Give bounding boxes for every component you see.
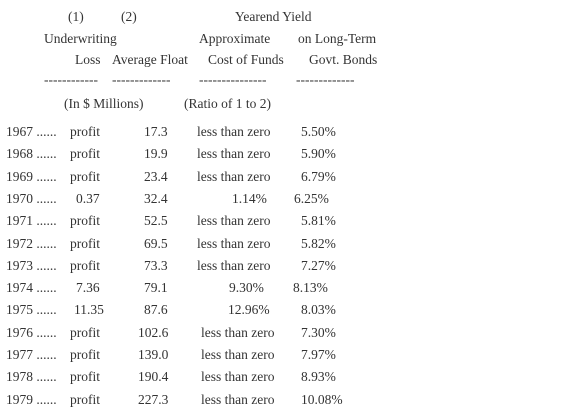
row-govt-bonds: 6.25% [294, 191, 329, 206]
row-underwriting-loss: profit [70, 236, 100, 251]
row-underwriting-loss: profit [70, 213, 100, 228]
row-cost-of-funds: less than zero [197, 124, 271, 139]
row-govt-bonds: 5.82% [301, 236, 336, 251]
col2-header-line3: Average Float [112, 52, 188, 67]
row-average-float: 79.1 [144, 280, 168, 295]
row-average-float: 227.3 [138, 392, 169, 407]
row-underwriting-loss: profit [70, 347, 100, 362]
row-average-float: 69.5 [144, 236, 168, 251]
row-govt-bonds: 7.97% [301, 347, 336, 362]
row-year: 1972 ...... [6, 236, 57, 251]
dash-col1: ------------ [44, 72, 98, 87]
row-average-float: 32.4 [144, 191, 168, 206]
row-govt-bonds: 7.30% [301, 325, 336, 340]
row-underwriting-loss: profit [70, 369, 100, 384]
row-year: 1978 ...... [6, 369, 57, 384]
dash-col4: ------------- [296, 72, 355, 87]
row-govt-bonds: 6.79% [301, 169, 336, 184]
row-govt-bonds: 7.27% [301, 258, 336, 273]
row-underwriting-loss: 11.35 [74, 302, 104, 317]
row-govt-bonds: 5.81% [301, 213, 336, 228]
row-cost-of-funds: 9.30% [229, 280, 264, 295]
row-year: 1974 ...... [6, 280, 57, 295]
col3-header-line3: Cost of Funds [208, 52, 284, 67]
row-cost-of-funds: less than zero [201, 369, 275, 384]
row-govt-bonds: 5.90% [301, 146, 336, 161]
row-underwriting-loss: profit [70, 169, 100, 184]
yield-header-line1: Yearend Yield [235, 9, 312, 24]
row-cost-of-funds: 1.14% [232, 191, 267, 206]
col2-number: (2) [121, 9, 137, 24]
row-govt-bonds: 10.08% [301, 392, 343, 407]
row-average-float: 102.6 [138, 325, 169, 340]
row-average-float: 19.9 [144, 146, 168, 161]
row-year: 1973 ...... [6, 258, 57, 273]
row-underwriting-loss: profit [70, 146, 100, 161]
row-year: 1977 ...... [6, 347, 57, 362]
row-year: 1979 ...... [6, 392, 57, 407]
row-cost-of-funds: less than zero [197, 258, 271, 273]
row-cost-of-funds: less than zero [201, 325, 275, 340]
row-govt-bonds: 8.93% [301, 369, 336, 384]
row-cost-of-funds: less than zero [197, 213, 271, 228]
col4-header-line3: Govt. Bonds [309, 52, 378, 67]
units-right: (Ratio of 1 to 2) [184, 96, 271, 111]
row-year: 1971 ...... [6, 213, 57, 228]
row-govt-bonds: 5.50% [301, 124, 336, 139]
row-average-float: 52.5 [144, 213, 168, 228]
dash-col2: ------------- [112, 72, 171, 87]
dash-col3: --------------- [199, 72, 267, 87]
row-year: 1968 ...... [6, 146, 57, 161]
row-underwriting-loss: 0.37 [76, 191, 100, 206]
col1-header-line2: Underwriting [44, 31, 117, 46]
row-year: 1976 ...... [6, 325, 57, 340]
row-cost-of-funds: 12.96% [228, 302, 270, 317]
row-average-float: 87.6 [144, 302, 168, 317]
col4-header-line2: on Long-Term [298, 31, 377, 46]
row-underwriting-loss: profit [70, 258, 100, 273]
row-cost-of-funds: less than zero [197, 169, 271, 184]
units-left: (In $ Millions) [64, 96, 144, 111]
row-govt-bonds: 8.13% [293, 280, 328, 295]
row-average-float: 23.4 [144, 169, 168, 184]
row-year: 1970 ...... [6, 191, 57, 206]
row-average-float: 190.4 [138, 369, 169, 384]
col1-header-line3: Loss [75, 52, 101, 67]
row-year: 1975 ...... [6, 302, 57, 317]
col3-header-line2: Approximate [199, 31, 271, 46]
row-underwriting-loss: profit [70, 124, 100, 139]
row-average-float: 139.0 [138, 347, 169, 362]
row-underwriting-loss: 7.36 [76, 280, 100, 295]
row-average-float: 73.3 [144, 258, 168, 273]
row-cost-of-funds: less than zero [201, 392, 275, 407]
row-cost-of-funds: less than zero [201, 347, 275, 362]
row-govt-bonds: 8.03% [301, 302, 336, 317]
row-average-float: 17.3 [144, 124, 168, 139]
row-year: 1967 ...... [6, 124, 57, 139]
row-underwriting-loss: profit [70, 392, 100, 407]
row-cost-of-funds: less than zero [197, 236, 271, 251]
row-cost-of-funds: less than zero [197, 146, 271, 161]
col1-number: (1) [68, 9, 84, 24]
row-year: 1969 ...... [6, 169, 57, 184]
row-underwriting-loss: profit [70, 325, 100, 340]
